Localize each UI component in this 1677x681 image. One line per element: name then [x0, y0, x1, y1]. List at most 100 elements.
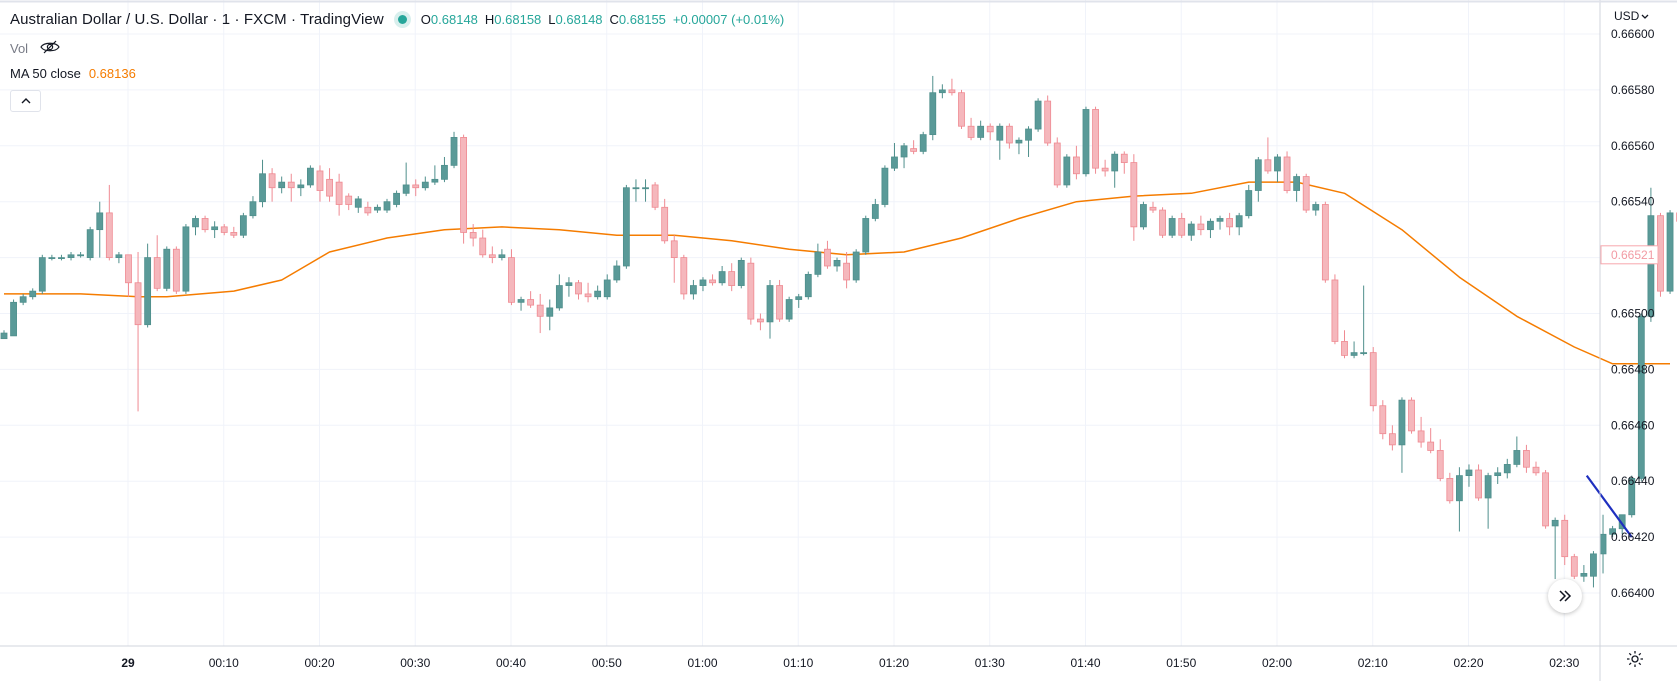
candle-body: [1388, 433, 1396, 446]
candle: [1321, 201, 1329, 283]
candle: [565, 277, 573, 297]
candle-body: [220, 226, 228, 233]
time-tick-label: 01:20: [879, 656, 909, 670]
time-tick-label: 01:50: [1166, 656, 1196, 670]
candle: [163, 246, 171, 292]
candle-body: [316, 170, 324, 191]
time-tick-label: 02:30: [1549, 656, 1579, 670]
candle-body: [1532, 466, 1540, 474]
candle-body: [1551, 519, 1559, 527]
candle-body: [1015, 139, 1023, 144]
candle-body: [527, 299, 535, 306]
candle: [1551, 517, 1559, 580]
ma-value: 0.68136: [88, 66, 136, 81]
candle: [230, 226, 238, 239]
candle-body: [776, 285, 783, 320]
candle: [239, 212, 247, 239]
candle-body: [536, 304, 544, 317]
currency-selector[interactable]: USD: [1614, 9, 1649, 23]
candle: [335, 173, 343, 216]
candle: [1120, 151, 1128, 174]
candle-body: [1245, 190, 1253, 217]
candle: [1542, 470, 1549, 529]
candle-body: [19, 296, 27, 303]
candle-body: [498, 254, 506, 258]
time-tick-label: 02:00: [1262, 656, 1292, 670]
volume-indicator-legend[interactable]: Vol: [10, 40, 60, 57]
candle: [86, 226, 94, 261]
candle-body: [1503, 464, 1511, 474]
candle: [287, 173, 295, 202]
last-price-label: 0.66521: [1611, 248, 1655, 262]
high-label: H: [484, 12, 495, 27]
candle-body: [1331, 279, 1339, 342]
candle-body: [1637, 315, 1645, 479]
candle: [680, 254, 688, 300]
candle: [374, 204, 381, 213]
market-status-dot-icon: [397, 15, 407, 24]
candle-body: [852, 251, 860, 281]
candle-body: [469, 232, 477, 239]
candle: [862, 215, 870, 255]
candle-body: [1264, 159, 1272, 172]
candle-body: [412, 184, 420, 189]
candle-body: [421, 181, 429, 189]
candle-body: [1044, 100, 1052, 144]
candle: [833, 257, 841, 272]
candle-body: [910, 148, 918, 152]
candle-body: [986, 125, 994, 133]
candle: [278, 176, 286, 194]
candle-body: [287, 181, 295, 189]
time-tick-label: 00:30: [400, 656, 430, 670]
candle-body: [1350, 352, 1358, 356]
candle: [757, 313, 764, 331]
candle-body: [1360, 352, 1368, 355]
candle-body: [172, 248, 180, 292]
candle: [1570, 553, 1578, 580]
candle: [1101, 159, 1109, 177]
scroll-to-realtime-button[interactable]: [1548, 579, 1582, 613]
candle: [508, 249, 515, 306]
collapse-legend-button[interactable]: [10, 90, 41, 112]
candle-body: [58, 257, 65, 260]
candle: [785, 296, 793, 322]
ma-indicator-legend[interactable]: MA 50 close 0.68136: [10, 66, 136, 81]
candle-body: [1599, 533, 1607, 555]
candle: [192, 215, 199, 236]
candle: [929, 75, 937, 141]
candle: [431, 165, 439, 185]
candle: [776, 279, 783, 322]
candle-body: [144, 257, 152, 326]
candle-body: [77, 254, 84, 257]
symbol-title[interactable]: Australian Dollar / U.S. Dollar · 1 · FX…: [10, 11, 384, 28]
candle-body: [929, 92, 937, 136]
open-label: O: [420, 12, 431, 27]
price-tick-label: 0.66460: [1611, 418, 1655, 432]
candle: [488, 246, 496, 264]
candle: [536, 293, 544, 334]
candle: [670, 235, 678, 283]
candle-body: [115, 254, 123, 258]
time-tick-label: 01:40: [1070, 656, 1100, 670]
chart-settings-button[interactable]: [1624, 650, 1646, 672]
candle: [871, 198, 879, 222]
time-tick-label: 00:40: [496, 656, 526, 670]
eye-off-icon[interactable]: [40, 40, 60, 57]
candle: [354, 196, 362, 213]
candle-body: [1580, 573, 1588, 577]
time-tick-label: 02:10: [1358, 656, 1388, 670]
candle: [881, 165, 889, 208]
candle: [938, 84, 946, 99]
candle-body: [718, 271, 726, 284]
candle-body: [737, 259, 745, 286]
close-value: 0.68155: [618, 12, 666, 27]
candle: [1513, 436, 1521, 468]
time-tick-label: 00:20: [304, 656, 334, 670]
candle-body: [1073, 156, 1080, 175]
open-value: 0.68148: [430, 12, 478, 27]
candle-body: [1494, 472, 1502, 477]
candle-body: [699, 279, 707, 286]
candle-body: [575, 282, 582, 295]
